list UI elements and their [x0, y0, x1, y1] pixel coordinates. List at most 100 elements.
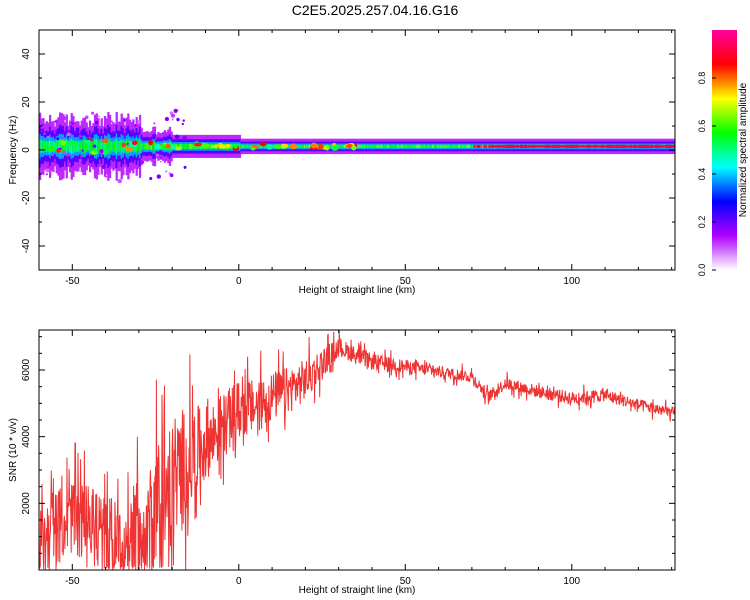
spectrogram-speckle: [97, 131, 100, 133]
spectrogram-speckle: [126, 142, 129, 145]
spectrogram-cell: [125, 140, 128, 153]
spectrogram-cell: [337, 144, 340, 149]
spectrogram-hotspot: [194, 142, 202, 147]
colorbar-tick-label: 0.0: [697, 264, 707, 277]
spectrogram-cell: [130, 141, 133, 152]
spectrogram-marks: [39, 108, 675, 184]
spectrogram-speckle: [182, 135, 187, 140]
spectrogram-cell: [183, 143, 187, 149]
spectrogram-hotspot: [165, 143, 171, 149]
spectrogram-speckle: [94, 120, 99, 125]
snr-y-tick-label: 6000: [21, 358, 32, 381]
spectrogram-cell: [60, 139, 63, 154]
spectrogram-cell: [483, 144, 486, 149]
spectrogram-speckle: [181, 122, 184, 126]
spectrogram-x-label: Height of straight line (km): [299, 285, 416, 296]
spectrogram-cell: [476, 144, 480, 149]
spectrogram-cell: [415, 144, 418, 149]
spectrogram-cell: [192, 143, 195, 149]
spectrogram-cell: [342, 144, 345, 149]
spectrogram-cell: [105, 140, 108, 153]
spectrogram-speckle: [138, 127, 141, 130]
snr-x-tick-label: 0: [236, 576, 242, 587]
spectrogram-speckle: [45, 173, 48, 176]
spectrogram-cell: [463, 144, 466, 149]
colorbar-gradient: [712, 30, 737, 270]
spectrogram-cell: [443, 144, 446, 149]
spectrogram-speckle: [158, 150, 163, 155]
colorbar-ticks: 0.0 0.2 0.4 0.6 0.8: [697, 72, 716, 277]
spectrogram-speckle: [174, 134, 180, 140]
spectrogram-cell: [95, 139, 98, 154]
spectrogram-cell: [272, 144, 275, 149]
spectrogram-cell: [75, 140, 78, 152]
spectrogram-speckle: [80, 155, 83, 158]
spectrogram-cell: [480, 144, 483, 149]
spectrogram-cell: [73, 141, 77, 152]
spectrogram-cell: [410, 144, 413, 149]
spectrogram-cell: [370, 144, 373, 149]
spectrogram-cell: [248, 144, 252, 149]
spectrogram-cell: [411, 144, 415, 149]
spectrogram-hotspot: [201, 143, 210, 148]
spectrogram-hotspot: [101, 149, 109, 155]
spectrogram-cell: [398, 144, 401, 149]
spectrogram-speckle: [81, 149, 84, 152]
spectrogram-cell: [365, 144, 368, 149]
spectrogram-cell: [330, 144, 333, 149]
spectrogram-hotspot: [170, 144, 177, 150]
spectrogram-speckle: [43, 132, 46, 135]
spectrogram-hotspot: [324, 144, 330, 151]
spectrogram-speckle: [78, 158, 82, 163]
spectrogram-cell: [430, 144, 433, 149]
spectrogram-cell: [243, 144, 247, 149]
snr-x-tick-label: 50: [400, 576, 412, 587]
spectrogram-hotspot: [259, 142, 267, 147]
spectrogram-cell: [232, 143, 235, 149]
spectrogram-cell: [298, 144, 301, 149]
spectrogram-speckle: [56, 137, 60, 141]
spectrogram-cell: [391, 144, 395, 149]
spectrogram-cell: [143, 143, 147, 150]
spectrogram-cell: [408, 144, 411, 149]
spectrogram-cell: [182, 143, 185, 149]
spectrogram-hotspot: [48, 145, 55, 152]
spectrogram-cell: [395, 144, 398, 149]
spectrogram-hotspot: [351, 145, 357, 151]
spectrogram-cell: [300, 144, 303, 149]
spectrogram-cell: [110, 141, 113, 152]
spectrogram-speckle: [75, 127, 80, 132]
snr-frame: [38, 329, 676, 571]
spectrogram-cell: [297, 144, 300, 149]
spectrogram-cell: [308, 144, 311, 149]
spectrogram-cell: [433, 144, 436, 149]
spectrogram-cell: [263, 144, 267, 149]
spectrogram-cell: [250, 144, 253, 149]
colorbar: 0.0 0.2 0.4 0.6 0.8 Normalized spectral ampl…: [697, 30, 749, 276]
spectrogram-cell: [185, 143, 188, 149]
spectrogram-speckle: [71, 121, 75, 125]
colorbar-tick-label: 0.8: [697, 72, 707, 85]
spectrogram-x-tick-label: -50: [65, 276, 80, 287]
spectrogram-cell: [58, 138, 62, 154]
spectrogram-speckle: [171, 118, 174, 121]
spectrogram-speckle: [80, 137, 83, 140]
spectrogram-hotspot: [148, 139, 153, 146]
spectrogram-speckle: [46, 165, 50, 169]
spectrogram-cell: [436, 144, 440, 149]
spectrogram-hotspot: [266, 144, 273, 150]
spectrogram-cell: [135, 139, 138, 153]
spectrogram-cell: [428, 144, 431, 149]
spectrogram-cell: [113, 141, 117, 152]
spectrogram-cell: [193, 143, 197, 149]
spectrogram-speckle: [134, 124, 137, 127]
colorbar-label: Normalized spectral amplitude: [738, 82, 749, 217]
spectrogram-cell: [378, 144, 381, 149]
spectrogram-cell: [245, 144, 248, 149]
snr-series-line: [39, 330, 675, 570]
spectrogram-cell: [423, 144, 426, 149]
spectrogram-speckle: [159, 160, 162, 163]
spectrogram-cell: [416, 144, 420, 149]
spectrogram-cell: [83, 140, 87, 153]
spectrogram-cell: [388, 144, 391, 149]
